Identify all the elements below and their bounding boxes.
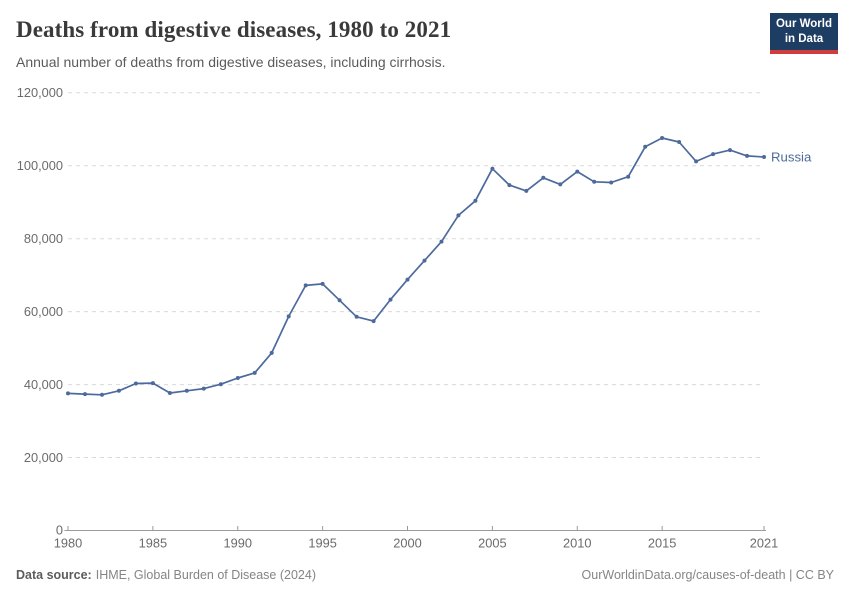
data-point[interactable] — [83, 392, 87, 397]
data-point[interactable] — [66, 391, 70, 396]
data-point[interactable] — [524, 188, 529, 193]
y-axis-tick-label: 40,000 — [24, 377, 63, 392]
data-point[interactable] — [728, 148, 732, 153]
x-axis-tick-label: 2010 — [563, 536, 591, 551]
data-point[interactable] — [371, 319, 376, 324]
data-point[interactable] — [405, 277, 410, 282]
data-point[interactable] — [473, 198, 478, 203]
data-point[interactable] — [456, 213, 461, 218]
data-point[interactable] — [218, 382, 223, 387]
data-point[interactable] — [337, 298, 342, 303]
data-source-label: Data source: — [16, 568, 92, 582]
x-axis-tick-label: 2000 — [393, 536, 421, 551]
owid-logo-line1: Our World — [775, 18, 832, 31]
data-point[interactable] — [133, 381, 138, 386]
owid-url-link[interactable]: OurWorldinData.org/causes-of-death — [581, 568, 786, 582]
data-point[interactable] — [388, 297, 393, 302]
data-point[interactable] — [269, 350, 274, 355]
data-point[interactable] — [100, 392, 104, 397]
series-line[interactable] — [67, 137, 765, 396]
owid-logo[interactable]: Our World in Data — [770, 13, 838, 54]
data-point[interactable] — [490, 166, 495, 171]
x-axis-tick-label: 1985 — [139, 536, 167, 551]
data-source-note: Data source: IHME, Global Burden of Disea… — [16, 568, 316, 582]
data-point[interactable] — [694, 159, 699, 164]
data-point[interactable] — [150, 381, 155, 386]
data-point[interactable] — [439, 239, 444, 244]
attribution-separator: | — [785, 568, 796, 582]
y-axis-tick-label: 0 — [56, 523, 63, 538]
data-point[interactable] — [643, 144, 648, 149]
data-point[interactable] — [711, 152, 716, 157]
data-point[interactable] — [660, 136, 665, 140]
data-point[interactable] — [507, 183, 512, 188]
data-point[interactable] — [762, 155, 766, 159]
data-point[interactable] — [354, 314, 359, 319]
page-title: Deaths from digestive diseases, 1980 to … — [16, 17, 452, 42]
data-point[interactable] — [303, 283, 308, 288]
page-subtitle: Annual number of deaths from digestive d… — [16, 54, 446, 70]
data-point[interactable] — [184, 388, 189, 393]
data-point[interactable] — [252, 370, 257, 375]
series-end-label: Russia — [771, 149, 812, 164]
data-point[interactable] — [592, 179, 597, 184]
chart-footer: Data source: IHME, Global Burden of Disea… — [16, 568, 834, 582]
data-point[interactable] — [235, 376, 240, 380]
data-point[interactable] — [626, 174, 631, 179]
data-point[interactable] — [201, 386, 206, 391]
data-point[interactable] — [609, 180, 614, 185]
data-source-value: IHME, Global Burden of Disease (2024) — [95, 568, 316, 582]
data-point[interactable] — [745, 153, 749, 158]
data-point[interactable] — [677, 140, 682, 144]
x-axis-tick-label: 2021 — [750, 536, 778, 551]
attribution-note: OurWorldinData.org/causes-of-death | CC … — [582, 568, 834, 582]
x-axis-tick-label: 1980 — [54, 536, 82, 551]
y-axis-tick-label: 80,000 — [24, 231, 63, 246]
data-point[interactable] — [541, 175, 546, 180]
data-point[interactable] — [286, 314, 291, 319]
data-point[interactable] — [167, 391, 172, 395]
y-axis-tick-label: 120,000 — [17, 85, 63, 100]
data-point[interactable] — [422, 258, 427, 263]
data-point[interactable] — [575, 169, 580, 174]
y-axis-tick-label: 20,000 — [24, 450, 63, 465]
data-point[interactable] — [320, 281, 325, 286]
y-axis-tick-label: 60,000 — [24, 304, 63, 319]
x-axis-tick-label: 1990 — [224, 536, 252, 551]
x-axis-tick-label: 2005 — [478, 536, 506, 551]
x-axis-tick-label: 2015 — [648, 536, 676, 551]
y-axis-tick-label: 100,000 — [17, 158, 63, 173]
data-point[interactable] — [558, 182, 563, 187]
data-point[interactable] — [116, 388, 121, 393]
owid-logo-line2: in Data — [784, 32, 824, 45]
x-axis-tick-label: 1995 — [308, 536, 336, 551]
license-badge: CC BY — [795, 568, 834, 582]
